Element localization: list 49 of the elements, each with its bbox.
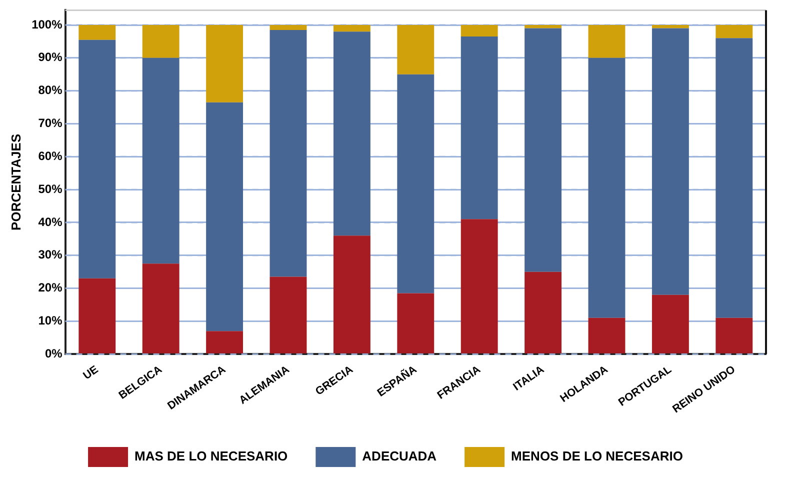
- y-axis-title: PORCENTAJES: [8, 134, 24, 230]
- bar: [270, 25, 307, 30]
- y-tick-label: 50%: [38, 182, 63, 196]
- bar: [652, 28, 689, 295]
- bar: [206, 331, 244, 354]
- bar: [524, 28, 562, 272]
- y-tick-label: 60%: [38, 148, 63, 163]
- bar: [333, 32, 370, 236]
- y-tick-label: 0%: [44, 346, 63, 360]
- bar: [652, 294, 689, 354]
- bar: [333, 236, 370, 354]
- bar: [206, 102, 244, 332]
- y-tick-label: 20%: [38, 280, 63, 295]
- bar: [142, 264, 180, 354]
- y-tick-label: 40%: [38, 214, 63, 229]
- bar: [78, 40, 116, 278]
- bar: [270, 276, 307, 354]
- bar: [524, 25, 562, 28]
- bar: [270, 30, 307, 277]
- bar: [206, 25, 244, 102]
- bar: [524, 272, 562, 354]
- y-tick-label: 30%: [38, 248, 63, 262]
- bar: [460, 36, 498, 220]
- bar: [397, 74, 434, 294]
- legend-label: MAS DE LO NECESARIO: [134, 448, 288, 464]
- bar: [142, 58, 180, 264]
- bar: [716, 318, 753, 354]
- y-tick-label: 100%: [32, 17, 63, 32]
- bar: [460, 25, 498, 37]
- legend-label: ADECUADA: [362, 448, 438, 464]
- bar: [460, 219, 498, 354]
- bar: [652, 25, 689, 28]
- y-tick-label: 90%: [38, 50, 63, 64]
- y-tick-label: 80%: [38, 83, 63, 98]
- x-tick-label: UE: [81, 364, 101, 382]
- bar: [588, 25, 626, 58]
- bar: [142, 25, 180, 58]
- bar: [78, 25, 116, 40]
- bar: [588, 58, 626, 318]
- y-tick-label: 10%: [38, 314, 63, 328]
- bar: [78, 278, 116, 354]
- bar: [397, 293, 434, 354]
- bar: [333, 25, 370, 32]
- y-tick-label: 70%: [38, 116, 63, 130]
- bar: [397, 25, 434, 74]
- bar: [716, 38, 753, 318]
- bar: [716, 25, 753, 38]
- bar: [588, 318, 626, 354]
- legend-label: MENOS DE LO NECESARIO: [511, 448, 683, 464]
